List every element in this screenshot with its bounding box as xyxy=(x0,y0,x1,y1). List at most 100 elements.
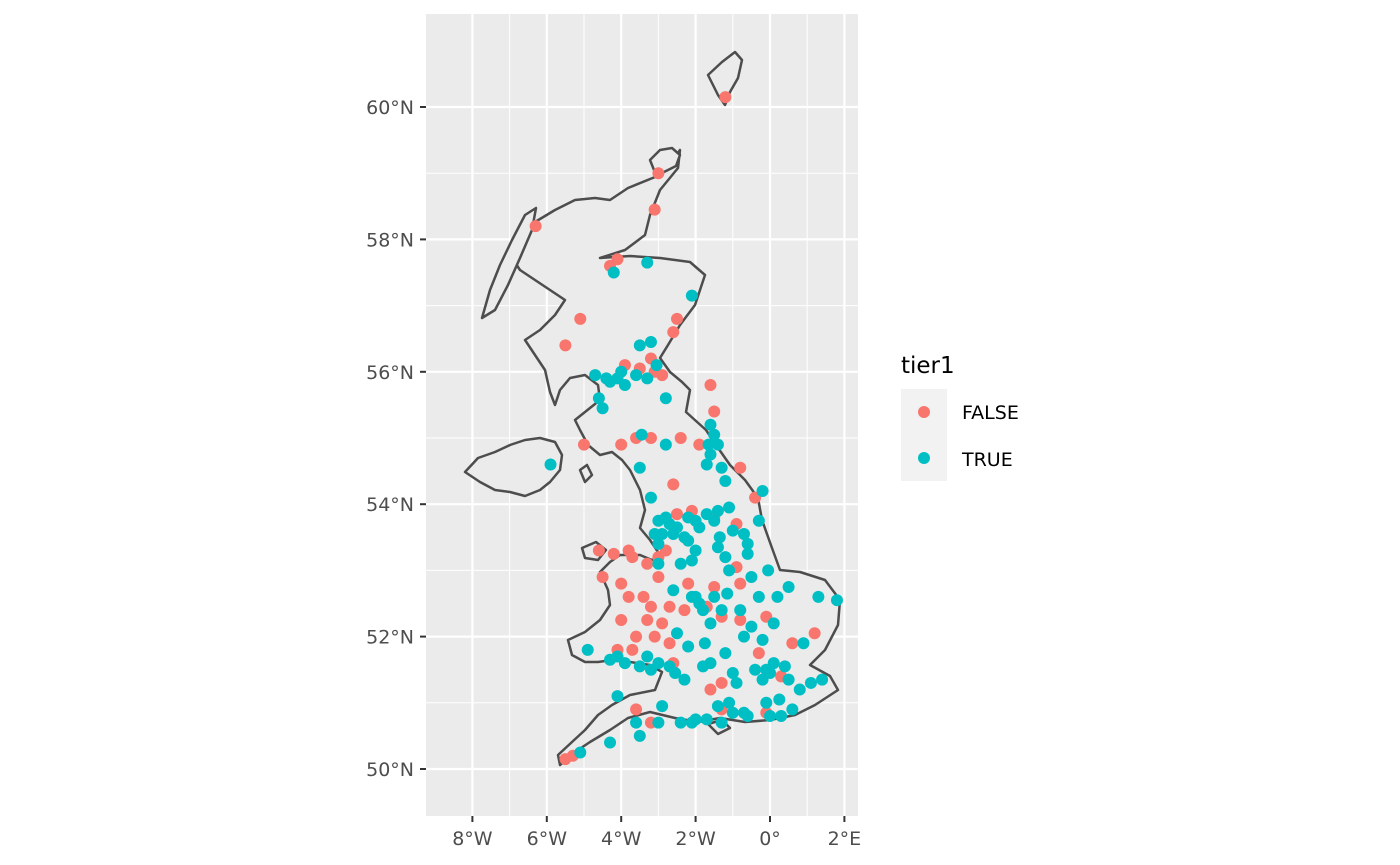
x-axis: 8°W 6°W 4°W 2°W 0° 2°E xyxy=(452,816,861,850)
point-true xyxy=(700,508,713,521)
point-true xyxy=(723,501,736,514)
point-true xyxy=(756,484,769,497)
great-britain-outline xyxy=(508,148,842,767)
point-true xyxy=(630,369,643,382)
point-true xyxy=(715,604,728,617)
point-true xyxy=(618,379,631,392)
point-true xyxy=(745,620,758,633)
point-false xyxy=(641,557,654,570)
point-false xyxy=(674,432,687,444)
point-true xyxy=(671,627,683,640)
point-false xyxy=(611,253,624,266)
point-false xyxy=(592,544,605,557)
point-true xyxy=(702,438,715,451)
point-true xyxy=(678,673,691,686)
point-false xyxy=(719,91,732,104)
point-true xyxy=(764,710,776,723)
point-true xyxy=(682,511,695,524)
point-true xyxy=(711,700,724,713)
point-true xyxy=(719,475,732,488)
point-true xyxy=(704,418,717,431)
y-axis: 50°N 52°N 54°N 56°N 58°N 60°N xyxy=(366,97,426,781)
coastline xyxy=(463,50,842,767)
point-true xyxy=(726,667,739,680)
point-false xyxy=(704,379,717,392)
point-true xyxy=(633,339,646,352)
point-true xyxy=(652,557,665,570)
y-tick-label: 50°N xyxy=(366,759,414,781)
point-false xyxy=(708,580,721,593)
point-true xyxy=(697,604,710,617)
point-true xyxy=(767,657,780,670)
point-true xyxy=(782,673,795,686)
point-false xyxy=(626,551,639,564)
point-true xyxy=(812,590,825,603)
point-true xyxy=(633,729,646,742)
point-false xyxy=(630,630,643,643)
point-true xyxy=(630,716,643,729)
point-true xyxy=(771,590,784,603)
point-true xyxy=(607,266,620,279)
x-tick-label: 2°E xyxy=(828,828,862,850)
point-true xyxy=(685,289,698,302)
points-false-group xyxy=(529,91,821,766)
point-true xyxy=(723,564,736,577)
point-false xyxy=(734,614,747,627)
y-tick-label: 52°N xyxy=(366,627,414,649)
point-true xyxy=(700,458,713,471)
point-true xyxy=(741,547,754,560)
point-true xyxy=(644,336,657,349)
point-true xyxy=(682,534,695,547)
point-false xyxy=(682,577,695,590)
point-false xyxy=(637,590,650,603)
point-false xyxy=(667,326,680,339)
point-false xyxy=(678,604,691,617)
point-true xyxy=(756,673,769,686)
point-true xyxy=(767,617,780,630)
point-true xyxy=(756,633,769,646)
point-false xyxy=(667,478,680,491)
legend: tier1 FALSE TRUE xyxy=(901,353,1019,481)
point-true xyxy=(816,673,829,686)
point-true xyxy=(581,643,594,656)
point-true xyxy=(615,365,628,378)
point-true xyxy=(656,700,669,713)
point-true xyxy=(674,716,687,729)
point-false xyxy=(656,369,669,382)
point-true xyxy=(648,527,661,540)
point-true xyxy=(574,746,587,759)
point-true xyxy=(659,392,672,405)
point-false xyxy=(559,339,572,352)
point-true xyxy=(641,256,654,269)
point-true xyxy=(708,590,721,603)
point-false xyxy=(808,627,821,640)
point-true xyxy=(745,571,758,584)
point-false xyxy=(578,438,590,451)
point-true xyxy=(737,630,750,643)
point-true xyxy=(786,703,799,716)
point-false xyxy=(715,676,728,689)
point-true xyxy=(730,676,743,689)
point-false xyxy=(615,614,628,627)
point-true xyxy=(600,372,613,385)
point-true xyxy=(685,554,698,567)
legend-key-true-dot xyxy=(918,452,930,464)
point-true xyxy=(715,716,728,729)
x-tick-label: 6°W xyxy=(527,828,568,850)
point-true xyxy=(689,544,702,557)
point-false xyxy=(644,600,657,613)
point-true xyxy=(782,580,795,593)
point-false xyxy=(529,220,542,233)
point-true xyxy=(652,716,665,729)
point-true xyxy=(669,667,682,680)
point-false xyxy=(641,614,654,627)
point-false xyxy=(704,683,717,696)
point-true xyxy=(778,660,791,673)
point-true xyxy=(711,504,724,517)
point-false xyxy=(671,508,683,521)
point-true xyxy=(611,650,624,663)
point-true xyxy=(704,617,717,630)
point-true xyxy=(773,693,786,706)
point-true xyxy=(667,584,680,597)
x-tick-label: 2°W xyxy=(675,828,716,850)
